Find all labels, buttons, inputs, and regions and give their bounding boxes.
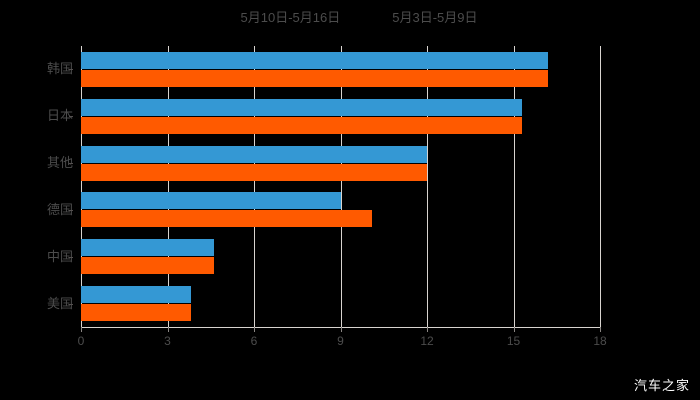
gridline-x-0	[81, 46, 82, 327]
y-axis: 韩国日本其他德国中国美国	[0, 46, 73, 327]
gridline-x-6	[600, 46, 601, 327]
x-axis-tick-2	[254, 327, 255, 332]
y-axis-label-美国: 美国	[46, 295, 73, 311]
bar-group	[81, 145, 600, 181]
gridline-x-2	[254, 46, 255, 327]
y-axis-label-其他: 其他	[46, 155, 73, 171]
y-axis-tick-0	[69, 69, 73, 71]
x-axis-label-3: 3	[164, 334, 171, 348]
x-axis-tick-4	[427, 327, 428, 332]
y-axis-label-德国: 德国	[46, 201, 73, 217]
square-marker-icon	[374, 12, 385, 23]
bar-日本-series-0[interactable]	[81, 98, 523, 116]
circle-marker-icon	[223, 12, 234, 23]
bar-日本-series-1[interactable]	[81, 116, 523, 134]
bar-group	[81, 286, 600, 322]
x-axis-tick-6	[600, 327, 601, 332]
bar-其他-series-1[interactable]	[81, 163, 427, 181]
chart-legend: 5月10日-5月16日 5月3日-5月9日	[0, 4, 700, 30]
bar-美国-series-1[interactable]	[81, 304, 191, 322]
y-axis-label-中国: 中国	[46, 248, 73, 264]
y-axis-tick-5	[69, 303, 73, 305]
legend-item-series-1[interactable]: 5月3日-5月9日	[374, 11, 477, 24]
x-axis-label-0: 0	[77, 334, 85, 348]
y-axis-tick-3	[69, 209, 73, 211]
bar-group	[81, 239, 600, 275]
x-axis: 0 3 6 9 12 15 18	[77, 327, 607, 357]
x-axis-label-9: 9	[337, 334, 344, 348]
x-axis-label-12: 12	[420, 334, 434, 348]
bar-中国-series-0[interactable]	[81, 239, 214, 257]
y-axis-label-韩国: 韩国	[46, 61, 73, 77]
bar-group	[81, 98, 600, 134]
bar-其他-series-0[interactable]	[81, 145, 427, 163]
legend-label-series-1: 5月3日-5月9日	[392, 9, 478, 25]
gridline-x-4	[427, 46, 428, 327]
bar-group	[81, 192, 600, 228]
bar-德国-series-0[interactable]	[81, 192, 341, 210]
x-axis-label-15: 15	[506, 334, 521, 348]
watermark: 汽车之家	[633, 378, 690, 393]
gridline-x-1	[167, 46, 169, 327]
bar-韩国-series-0[interactable]	[81, 51, 549, 69]
x-axis-tick-1	[167, 327, 169, 332]
bar-韩国-series-1[interactable]	[81, 69, 549, 87]
legend-label-series-0: 5月10日-5月16日	[240, 9, 341, 25]
bar-group	[81, 51, 600, 87]
bar-中国-series-1[interactable]	[81, 257, 214, 275]
x-axis-tick-0	[81, 327, 82, 332]
x-axis-label-6: 6	[250, 334, 258, 348]
x-axis-label-18: 18	[593, 334, 607, 348]
y-axis-tick-1	[69, 116, 73, 118]
gridline-x-3	[340, 46, 342, 327]
y-axis-label-日本: 日本	[46, 108, 73, 124]
legend-item-series-0[interactable]: 5月10日-5月16日	[223, 11, 341, 24]
x-axis-tick-5	[513, 327, 515, 332]
x-axis-tick-3	[340, 327, 342, 332]
y-axis-tick-2	[69, 163, 73, 165]
gridline-x-5	[513, 46, 515, 327]
bar-德国-series-1[interactable]	[81, 210, 373, 228]
y-axis-tick-4	[69, 256, 73, 258]
plot-area	[81, 46, 601, 327]
bar-美国-series-0[interactable]	[81, 286, 191, 304]
